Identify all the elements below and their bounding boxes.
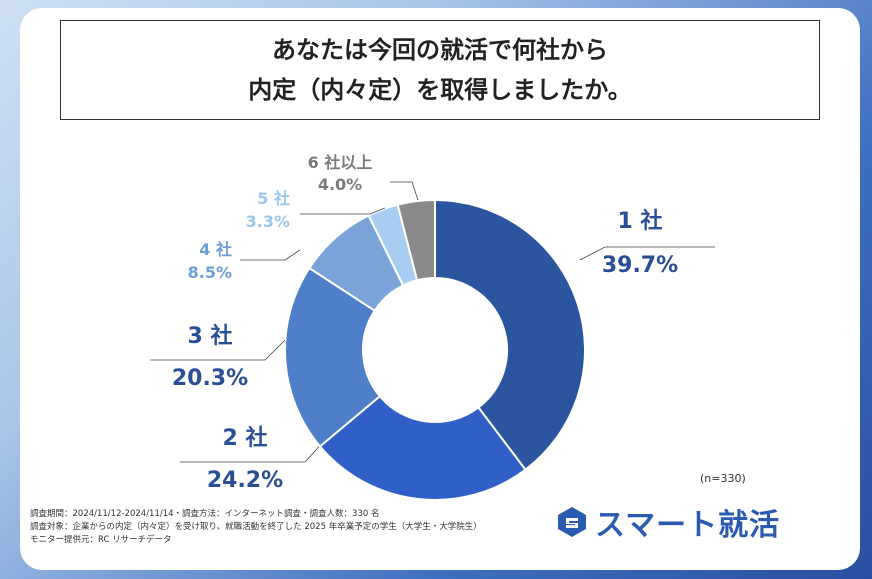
- footnote-line-2: 調査対象：企業からの内定（内々定）を受け取り、就職活動を終了した 2025 年卒…: [30, 522, 482, 532]
- brand-logo: スマート就活: [555, 500, 780, 544]
- title-line-1: あなたは今回の就活で何社から: [272, 36, 608, 64]
- donut-slice: [434, 198, 586, 472]
- leader-line: [240, 249, 301, 261]
- slice-category-label: 6 社以上: [308, 153, 373, 172]
- slice-category-label: 1 社: [618, 208, 663, 234]
- slice-value-label: 8.5%: [188, 263, 232, 282]
- logo-icon: [558, 507, 586, 537]
- sample-size-label: (n=330): [700, 472, 746, 485]
- survey-footnote: 調査期間：2024/11/12-2024/11/14・調査方法：インターネット調…: [30, 508, 482, 547]
- leader-line: [180, 439, 326, 463]
- slice-category-label: 2 社: [223, 425, 268, 451]
- footnote-line-3: モニター提供元：RC リサーチデータ: [30, 535, 172, 545]
- donut-slice: [396, 198, 436, 282]
- title-line-2: 内定（内々定）を取得しましたか。: [248, 76, 632, 104]
- leader-line: [150, 339, 286, 361]
- slice-value-label: 4.0%: [318, 175, 362, 194]
- logo-text: スマート就活: [595, 508, 781, 543]
- donut-slice: [284, 266, 382, 448]
- leader-line: [390, 181, 419, 201]
- slice-value-label: 20.3%: [172, 366, 248, 391]
- chart-title: あなたは今回の就活で何社から 内定（内々定）を取得しましたか。: [60, 20, 820, 120]
- slice-value-label: 39.7%: [602, 253, 678, 278]
- leader-line: [300, 207, 386, 215]
- donut-slice: [318, 394, 527, 501]
- slice-value-label: 24.2%: [207, 468, 283, 493]
- slice-category-label: 5 社: [257, 189, 290, 208]
- slice-value-label: 3.3%: [246, 212, 290, 231]
- footnote-line-1: 調査期間：2024/11/12-2024/11/14・調査方法：インターネット調…: [30, 509, 380, 519]
- slice-category-label: 4 社: [199, 240, 232, 259]
- leader-line: [579, 246, 715, 261]
- slice-category-label: 3 社: [188, 323, 233, 349]
